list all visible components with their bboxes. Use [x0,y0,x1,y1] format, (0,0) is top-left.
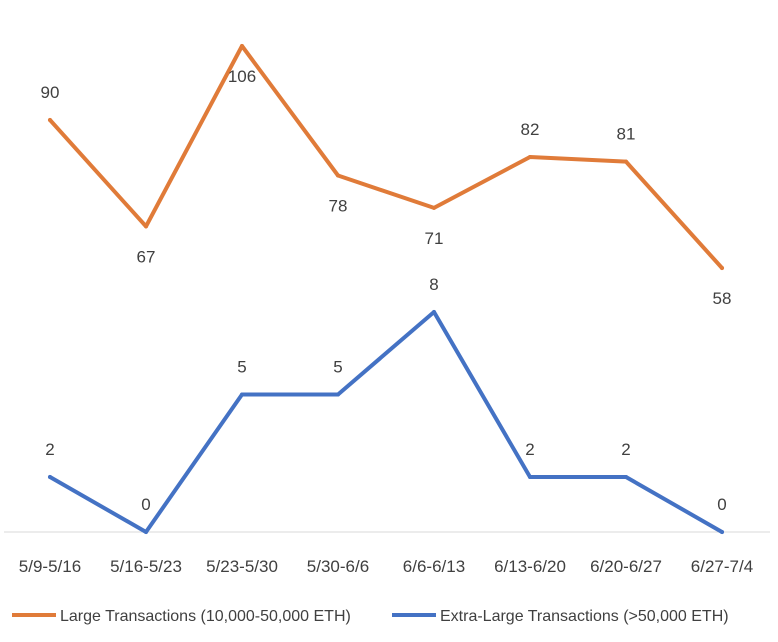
series-line-large [48,44,724,270]
data-label: 8 [429,275,438,294]
legend-label: Extra-Large Transactions (>50,000 ETH) [440,608,729,625]
x-tick-label: 5/16-5/23 [110,557,182,576]
data-label: 67 [137,247,156,266]
x-tick-label: 6/6-6/13 [403,557,465,576]
legend-label: Large Transactions (10,000-50,000 ETH) [60,608,351,625]
x-tick-label: 6/13-6/20 [494,557,566,576]
x-tick-label: 5/23-5/30 [206,557,278,576]
data-label: 2 [621,440,630,459]
x-tick-label: 6/27-7/4 [691,557,753,576]
data-label: 2 [525,440,534,459]
data-label: 0 [717,495,726,514]
data-point [720,266,724,270]
data-point [624,475,628,479]
data-label: 106 [228,67,256,86]
data-point [432,310,436,314]
data-point [240,44,244,48]
data-label: 78 [329,197,348,216]
data-label: 81 [617,125,636,144]
data-label: 0 [141,495,150,514]
data-point [336,173,340,178]
x-tick-label: 6/20-6/27 [590,557,662,576]
data-point [336,392,340,397]
x-tick-label: 5/30-6/6 [307,557,369,576]
data-label: 5 [237,358,246,377]
data-point [144,530,148,534]
data-label: 71 [425,229,444,248]
data-label: 5 [333,358,342,377]
series-line-extra-large [48,310,724,534]
data-point [144,224,148,229]
data-point [720,530,724,534]
data-point [48,475,52,479]
data-label: 2 [45,440,54,459]
data-point [432,205,436,210]
data-label: 82 [521,120,540,139]
data-point [528,475,532,479]
data-point [48,118,52,122]
data-label: 90 [41,83,60,102]
data-point [528,155,532,159]
data-point [624,159,628,164]
data-label: 58 [713,289,732,308]
data-point [240,392,244,397]
x-tick-label: 5/9-5/16 [19,557,81,576]
